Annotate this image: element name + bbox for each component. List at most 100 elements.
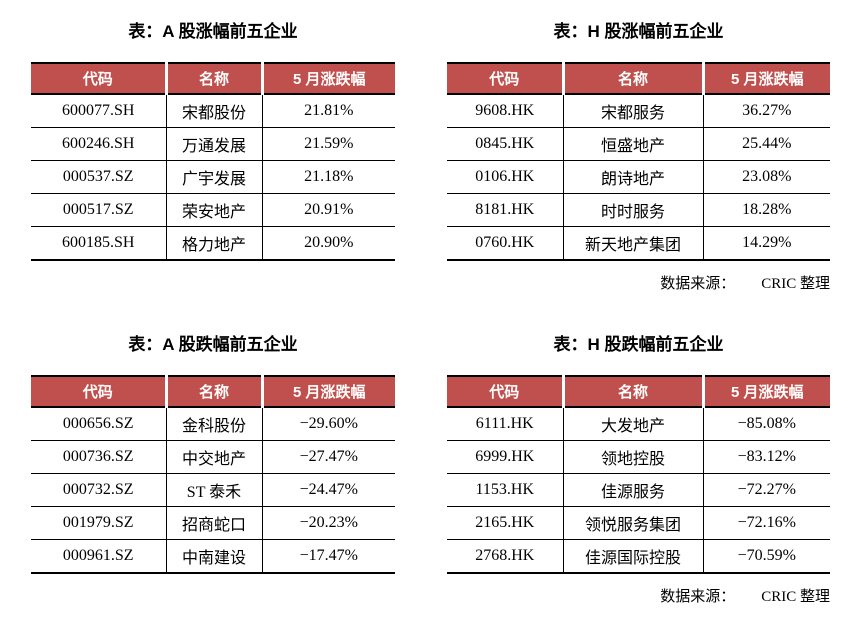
change-cell: −17.47% — [261, 539, 395, 574]
table-row: 6111.HK 大发地产 −85.08% — [447, 407, 830, 441]
name-cell: 领悦服务集团 — [562, 506, 703, 540]
column-header-name: 名称 — [561, 375, 703, 408]
change-cell: 21.59% — [261, 127, 395, 161]
column-header-change: 5 月涨跌幅 — [260, 62, 395, 95]
change-cell: −72.27% — [702, 473, 830, 507]
name-cell: 恒盛地产 — [562, 127, 703, 161]
h-share-gainers-table: 代码 名称 5 月涨跌幅 9608.HK 宋都服务 36.27% 0845.HK… — [447, 62, 830, 261]
code-cell: 1153.HK — [447, 473, 563, 507]
table-row: 0845.HK 恒盛地产 25.44% — [447, 127, 830, 161]
table-section-h-share-losers: 表：H 股跌幅前五企业 代码 名称 5 月涨跌幅 6111.HK 大发地产 −8… — [447, 333, 830, 607]
table-row: 600077.SH 宋都股份 21.81% — [31, 94, 395, 128]
code-cell: 0845.HK — [447, 127, 563, 161]
name-cell: 新天地产集团 — [562, 226, 703, 261]
change-cell: −72.16% — [702, 506, 830, 540]
name-cell: 中交地产 — [165, 440, 262, 474]
source-note: 数据来源： CRIC 整理 — [447, 274, 830, 294]
code-cell: 000961.SZ — [31, 539, 166, 574]
change-cell: 36.27% — [702, 94, 830, 128]
name-cell: 宋都服务 — [562, 94, 703, 128]
table-row: 000961.SZ 中南建设 −17.47% — [31, 539, 395, 574]
change-cell: −29.60% — [261, 407, 395, 441]
code-cell: 6111.HK — [447, 407, 563, 441]
table-section-a-share-losers: 表：A 股跌幅前五企业 代码 名称 5 月涨跌幅 000656.SZ 金科股份 … — [31, 333, 395, 574]
change-cell: 23.08% — [702, 160, 830, 194]
table-row: 000537.SZ 广宇发展 21.18% — [31, 160, 395, 194]
change-cell: 21.18% — [261, 160, 395, 194]
code-cell: 2165.HK — [447, 506, 563, 540]
code-cell: 001979.SZ — [31, 506, 166, 540]
name-cell: 格力地产 — [165, 226, 262, 261]
change-cell: 20.90% — [261, 226, 395, 261]
a-share-gainers-table: 代码 名称 5 月涨跌幅 600077.SH 宋都股份 21.81% 60024… — [31, 62, 395, 261]
name-cell: 荣安地产 — [165, 193, 262, 227]
column-header-name: 名称 — [561, 62, 703, 95]
name-cell: 佳源服务 — [562, 473, 703, 507]
column-header-code: 代码 — [31, 62, 166, 95]
name-cell: 时时服务 — [562, 193, 703, 227]
code-cell: 2768.HK — [447, 539, 563, 574]
code-cell: 600246.SH — [31, 127, 166, 161]
code-cell: 000656.SZ — [31, 407, 166, 441]
code-cell: 000736.SZ — [31, 440, 166, 474]
source-value: CRIC 整理 — [761, 276, 830, 292]
table-title-a-share-losers: 表：A 股跌幅前五企业 — [128, 335, 298, 354]
change-cell: −70.59% — [702, 539, 830, 574]
table-row: 600185.SH 格力地产 20.90% — [31, 226, 395, 261]
table-section-a-share-gainers: 表：A 股涨幅前五企业 代码 名称 5 月涨跌幅 600077.SH 宋都股份 … — [31, 20, 395, 261]
source-label: 数据来源： — [660, 589, 736, 605]
table-title-a-share-gainers: 表：A 股涨幅前五企业 — [128, 22, 298, 41]
change-cell: −85.08% — [702, 407, 830, 441]
header-row: 代码 名称 5 月涨跌幅 — [31, 375, 395, 408]
change-cell: 18.28% — [702, 193, 830, 227]
code-cell: 000537.SZ — [31, 160, 166, 194]
column-header-code: 代码 — [447, 62, 563, 95]
code-cell: 9608.HK — [447, 94, 563, 128]
table-row: 001979.SZ 招商蛇口 −20.23% — [31, 506, 395, 540]
table-row: 600246.SH 万通发展 21.59% — [31, 127, 395, 161]
table-section-h-share-gainers: 表：H 股涨幅前五企业 代码 名称 5 月涨跌幅 9608.HK 宋都服务 36… — [447, 20, 830, 294]
source-value: CRIC 整理 — [761, 589, 830, 605]
code-cell: 000732.SZ — [31, 473, 166, 507]
table-row: 0106.HK 朗诗地产 23.08% — [447, 160, 830, 194]
header-row: 代码 名称 5 月涨跌幅 — [447, 375, 830, 408]
a-share-losers-table: 代码 名称 5 月涨跌幅 000656.SZ 金科股份 −29.60% 0007… — [31, 375, 395, 574]
change-cell: 20.91% — [261, 193, 395, 227]
table-row: 000517.SZ 荣安地产 20.91% — [31, 193, 395, 227]
table-row: 1153.HK 佳源服务 −72.27% — [447, 473, 830, 507]
column-header-code: 代码 — [447, 375, 563, 408]
code-cell: 600077.SH — [31, 94, 166, 128]
change-cell: −83.12% — [702, 440, 830, 474]
name-cell: 中南建设 — [165, 539, 262, 574]
table-row: 6999.HK 领地控股 −83.12% — [447, 440, 830, 474]
code-cell: 600185.SH — [31, 226, 166, 261]
name-cell: 招商蛇口 — [165, 506, 262, 540]
column-header-change: 5 月涨跌幅 — [701, 375, 830, 408]
name-cell: 金科股份 — [165, 407, 262, 441]
table-title-h-share-losers: 表：H 股跌幅前五企业 — [553, 335, 724, 354]
name-cell: 佳源国际控股 — [562, 539, 703, 574]
code-cell: 0760.HK — [447, 226, 563, 261]
table-row: 9608.HK 宋都服务 36.27% — [447, 94, 830, 128]
code-cell: 6999.HK — [447, 440, 563, 474]
table-row: 0760.HK 新天地产集团 14.29% — [447, 226, 830, 261]
column-header-code: 代码 — [31, 375, 166, 408]
change-cell: −24.47% — [261, 473, 395, 507]
table-row: 8181.HK 时时服务 18.28% — [447, 193, 830, 227]
name-cell: 朗诗地产 — [562, 160, 703, 194]
code-cell: 0106.HK — [447, 160, 563, 194]
header-row: 代码 名称 5 月涨跌幅 — [447, 62, 830, 95]
change-cell: 14.29% — [702, 226, 830, 261]
code-cell: 8181.HK — [447, 193, 563, 227]
source-note: 数据来源： CRIC 整理 — [447, 587, 830, 607]
column-header-change: 5 月涨跌幅 — [701, 62, 830, 95]
change-cell: 25.44% — [702, 127, 830, 161]
table-row: 000732.SZ ST 泰禾 −24.47% — [31, 473, 395, 507]
header-row: 代码 名称 5 月涨跌幅 — [31, 62, 395, 95]
name-cell: 领地控股 — [562, 440, 703, 474]
h-share-losers-table: 代码 名称 5 月涨跌幅 6111.HK 大发地产 −85.08% 6999.H… — [447, 375, 830, 574]
name-cell: 大发地产 — [562, 407, 703, 441]
column-header-name: 名称 — [164, 62, 262, 95]
source-label: 数据来源： — [660, 276, 736, 292]
